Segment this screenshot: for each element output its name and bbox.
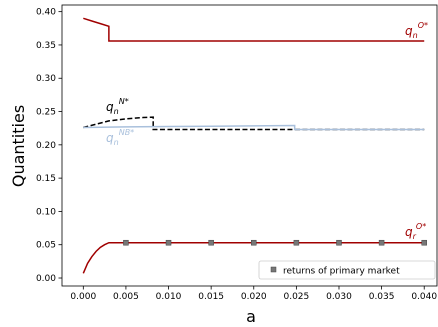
y-tick-label: 0.15 bbox=[36, 174, 56, 184]
return-marker bbox=[251, 239, 257, 246]
plot-frame bbox=[61, 4, 438, 287]
return-marker bbox=[336, 239, 342, 246]
series-line-n-nstar bbox=[83, 116, 425, 131]
y-axis-label: Quantities bbox=[9, 105, 28, 187]
series-label-layer: qnO* qnN* qnNB* qrO* bbox=[106, 21, 428, 241]
series-line-r-ostar bbox=[82, 241, 425, 274]
x-tick-label: 0.025 bbox=[283, 292, 309, 302]
series-label-n-nstar: qnN* bbox=[106, 97, 129, 116]
y-tick-label: 0.20 bbox=[36, 141, 56, 151]
return-marker bbox=[378, 239, 385, 246]
y-tick-label: 0.40 bbox=[36, 8, 56, 18]
y-tick-label: 0.05 bbox=[36, 241, 56, 251]
y-tick-label: 0.25 bbox=[36, 108, 56, 118]
x-tick-label: 0.020 bbox=[241, 292, 267, 302]
x-tick-label: 0.005 bbox=[113, 292, 139, 302]
x-tick-label: 0.000 bbox=[70, 292, 96, 302]
x-axis-label: a bbox=[246, 307, 256, 326]
x-tick-label: 0.015 bbox=[198, 292, 224, 302]
y-tick-label: 0.10 bbox=[36, 207, 56, 217]
legend: returns of primary market bbox=[258, 260, 436, 280]
return-marker bbox=[208, 239, 214, 246]
series-layer bbox=[82, 17, 425, 274]
series-line-n-nbstar bbox=[83, 124, 425, 131]
series-line-n-ostar bbox=[83, 17, 425, 42]
return-marker bbox=[421, 239, 427, 246]
series-label-r-ostar: qrO* bbox=[405, 222, 426, 241]
series-label-n-nbstar: qnNB* bbox=[106, 128, 134, 147]
marker-layer bbox=[123, 239, 427, 246]
series-label-n-ostar: qnO* bbox=[405, 21, 428, 40]
tick-layer: 0.000 0.005 0.010 0.015 0.020 0.025 0.030 0.035… bbox=[36, 8, 437, 302]
x-tick-label: 0.010 bbox=[156, 292, 182, 302]
x-tick-label: 0.040 bbox=[411, 292, 437, 302]
y-tick-label: 0.30 bbox=[36, 74, 56, 84]
legend-box bbox=[258, 260, 436, 280]
legend-label: returns of primary market bbox=[283, 267, 400, 277]
y-tick-label: 0.00 bbox=[36, 274, 56, 284]
return-marker bbox=[293, 239, 300, 246]
legend-marker bbox=[270, 266, 277, 273]
x-tick-label: 0.030 bbox=[326, 292, 352, 302]
return-marker bbox=[123, 239, 129, 246]
return-marker bbox=[165, 239, 172, 246]
y-tick-label: 0.35 bbox=[36, 41, 56, 51]
x-tick-label: 0.035 bbox=[369, 292, 395, 302]
